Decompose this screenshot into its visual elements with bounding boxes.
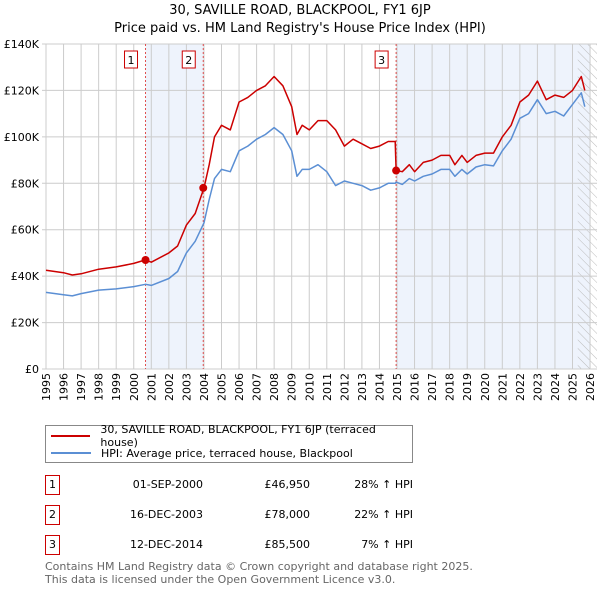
x-tick-label: 2012 xyxy=(338,373,351,401)
sale-point xyxy=(141,256,150,265)
sale-date: 12-DEC-2014 xyxy=(129,538,203,551)
sale-price: £46,950 xyxy=(264,478,311,491)
x-tick-label: 2018 xyxy=(444,373,457,401)
sale-price: £78,000 xyxy=(264,508,311,521)
y-tick-label: £120K xyxy=(4,84,40,97)
x-tick-label: 2024 xyxy=(549,373,562,401)
sale-price: £85,500 xyxy=(264,538,311,551)
sale-marker-label: 1 xyxy=(45,475,60,495)
x-tick-label: 2008 xyxy=(268,373,281,401)
shaded-period xyxy=(396,44,591,369)
x-tick-label: 1997 xyxy=(75,373,88,401)
x-tick-label: 1998 xyxy=(93,373,106,401)
x-tick-label: 2001 xyxy=(145,373,158,401)
shaded-period xyxy=(145,44,204,369)
legend-item-hpi: HPI: Average price, terraced house, Blac… xyxy=(51,446,353,460)
x-tick-label: 2021 xyxy=(496,373,509,401)
y-tick-label: £40K xyxy=(11,270,40,283)
x-tick-label: 2025 xyxy=(567,373,580,401)
legend: 30, SAVILLE ROAD, BLACKPOOL, FY1 6JP (te… xyxy=(45,423,413,463)
sale-hpi-diff: 7% ↑ HPI xyxy=(361,538,413,551)
x-tick-label: 2009 xyxy=(286,373,299,401)
table-row: 1 01-SEP-2000 £46,950 28% ↑ HPI xyxy=(45,475,445,495)
x-tick-label: 1999 xyxy=(110,373,123,401)
x-tick-label: 2019 xyxy=(461,373,474,401)
footer-copyright: Contains HM Land Registry data © Crown c… xyxy=(45,560,473,573)
y-tick-label: £60K xyxy=(11,224,40,237)
y-tick-label: £140K xyxy=(4,38,40,51)
sale-date: 01-SEP-2000 xyxy=(132,478,203,491)
y-tick-label: £0 xyxy=(25,363,39,376)
y-tick-label: £20K xyxy=(11,317,40,330)
hpi-line xyxy=(45,92,586,297)
x-tick-label: 2003 xyxy=(180,373,193,401)
x-tick-label: 2007 xyxy=(251,373,264,401)
sale-marker-box xyxy=(374,50,389,69)
sale-point xyxy=(392,166,401,175)
sale-point xyxy=(199,183,208,192)
sale-hpi-diff: 22% ↑ HPI xyxy=(354,508,413,521)
x-tick-label: 2026 xyxy=(584,373,597,401)
x-tick-label: 2005 xyxy=(216,373,229,401)
price-chart: 1995 1996 1997 1998 1999 2000 2001 2002 2003 2004… xyxy=(4,38,597,401)
y-tick-label: £100K xyxy=(4,131,40,144)
sale-marker-label: 3 xyxy=(45,535,60,555)
sale-marker-number: 1 xyxy=(128,54,135,67)
x-tick-label: 2015 xyxy=(391,373,404,401)
x-tick-label: 2006 xyxy=(233,373,246,401)
sale-marker-box xyxy=(181,50,196,69)
sale-marker-number: 3 xyxy=(378,54,385,67)
x-tick-label: 2013 xyxy=(356,373,369,401)
x-tick-label: 2011 xyxy=(321,373,334,401)
forecast-hatch xyxy=(577,44,597,369)
x-tick-label: 2016 xyxy=(409,373,422,401)
sale-hpi-diff: 28% ↑ HPI xyxy=(354,478,413,491)
sale-date: 16-DEC-2003 xyxy=(129,508,203,521)
x-tick-label: 2010 xyxy=(303,373,316,401)
legend-swatch-blue xyxy=(51,452,91,454)
x-tick-label: 2022 xyxy=(514,373,527,401)
x-tick-label: 2000 xyxy=(128,373,141,401)
sale-marker-number: 2 xyxy=(185,54,192,67)
sale-marker-label: 2 xyxy=(45,505,60,525)
sale-marker-box xyxy=(124,50,139,69)
table-row: 2 16-DEC-2003 £78,000 22% ↑ HPI xyxy=(45,505,445,525)
x-tick-label: 2014 xyxy=(373,373,386,401)
chart-subtitle: Price paid vs. HM Land Registry's House … xyxy=(114,21,486,36)
x-tick-label: 2023 xyxy=(531,373,544,401)
legend-item-property: 30, SAVILLE ROAD, BLACKPOOL, FY1 6JP (te… xyxy=(51,423,412,449)
x-tick-label: 2002 xyxy=(163,373,176,401)
legend-label-property: 30, SAVILLE ROAD, BLACKPOOL, FY1 6JP (te… xyxy=(100,423,376,449)
x-tick-label: 1995 xyxy=(40,373,53,401)
x-tick-label: 2017 xyxy=(426,373,439,401)
x-tick-label: 1996 xyxy=(58,373,71,401)
x-tick-label: 2020 xyxy=(479,373,492,401)
y-tick-label: £80K xyxy=(11,177,40,190)
x-tick-label: 2004 xyxy=(198,373,211,401)
legend-swatch-red xyxy=(51,435,91,437)
property-price-line xyxy=(45,75,586,276)
chart-title: 30, SAVILLE ROAD, BLACKPOOL, FY1 6JP xyxy=(169,3,431,18)
table-row: 3 12-DEC-2014 £85,500 7% ↑ HPI xyxy=(45,535,445,555)
footer-licence: This data is licensed under the Open Gov… xyxy=(45,573,396,586)
legend-label-hpi: HPI: Average price, terraced house, Blac… xyxy=(101,446,353,460)
